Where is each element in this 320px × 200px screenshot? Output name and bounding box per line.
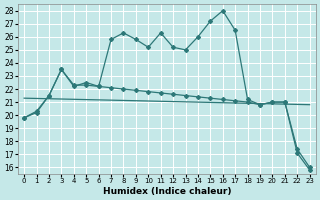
X-axis label: Humidex (Indice chaleur): Humidex (Indice chaleur)	[103, 187, 231, 196]
